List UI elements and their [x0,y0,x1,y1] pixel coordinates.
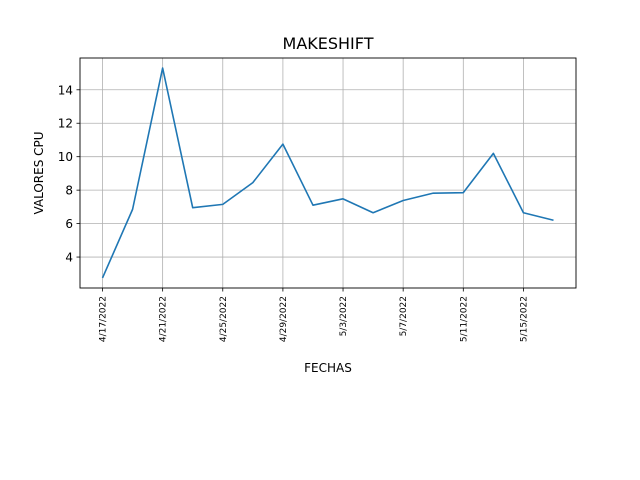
x-axis: 4/17/2022 4/21/2022 4/25/2022 4/29/2022 5/3/… [99,288,529,342]
x-tick-label: 4/17/2022 [99,296,109,342]
x-axis-label: FECHAS [304,361,352,375]
x-tick-label: 5/3/2022 [339,296,349,336]
y-tick-label: 12 [58,117,73,131]
x-tick-label: 5/11/2022 [459,296,469,342]
y-tick-label: 14 [58,83,73,97]
grid-lines [80,58,576,288]
y-axis-label: VALORES CPU [32,131,46,214]
x-tick-label: 5/15/2022 [519,296,529,342]
y-tick-label: 10 [58,150,73,164]
y-tick-label: 6 [65,217,73,231]
series-line [101,67,554,279]
x-tick-label: 4/25/2022 [219,296,229,342]
x-tick-label: 4/21/2022 [159,296,169,342]
y-axis: 4 6 8 10 12 14 [58,83,80,265]
y-tick-label: 4 [65,251,73,265]
chart-title: MAKESHIFT [283,34,374,53]
x-tick-label: 4/29/2022 [279,296,289,342]
y-tick-label: 8 [65,184,73,198]
x-tick-label: 5/7/2022 [399,296,409,336]
plot-frame [79,57,577,289]
series-group [101,67,554,279]
